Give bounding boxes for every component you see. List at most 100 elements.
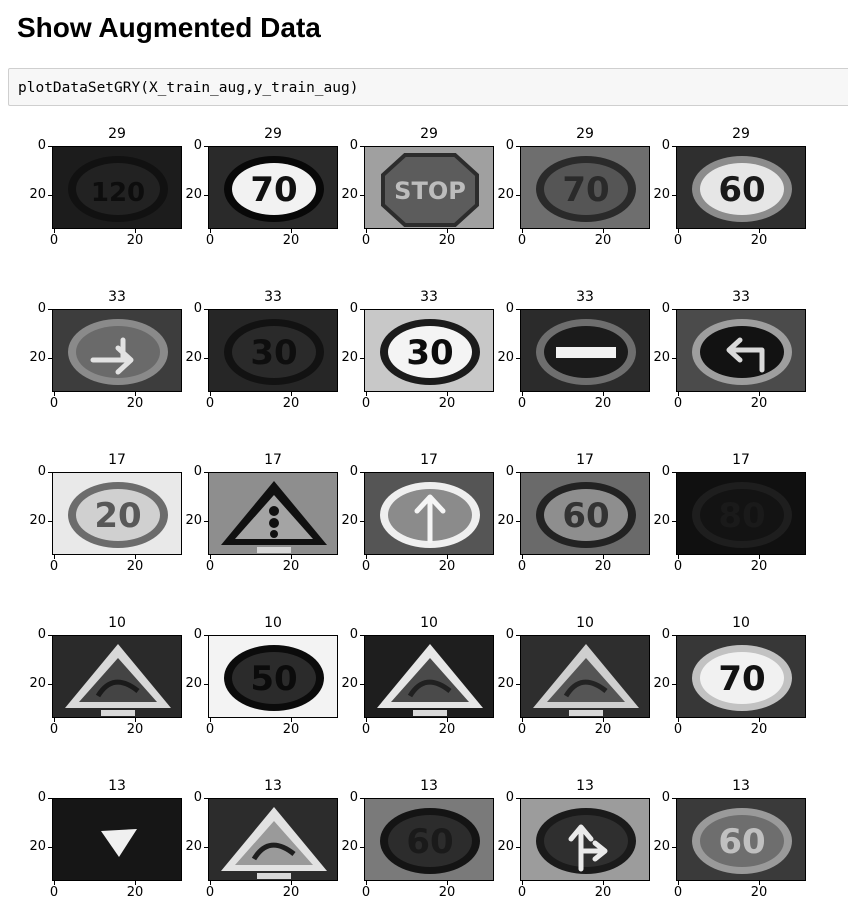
x-tick-mark (522, 392, 523, 396)
x-tick-mark (759, 229, 760, 233)
x-tick-label: 0 (49, 233, 59, 248)
y-tick-label: 20 (185, 676, 202, 691)
y-tick-mark (516, 847, 520, 848)
x-tick-mark (210, 718, 211, 722)
y-tick-mark (204, 684, 208, 685)
sign-image (53, 636, 181, 717)
x-tick-mark (522, 229, 523, 233)
y-tick-label: 20 (185, 187, 202, 202)
y-tick-label: 0 (37, 627, 46, 642)
y-tick-mark (360, 847, 364, 848)
y-tick-mark (516, 195, 520, 196)
x-tick-label: 20 (282, 722, 300, 737)
x-tick-label: 20 (126, 233, 144, 248)
x-tick-mark (522, 718, 523, 722)
x-tick-label: 0 (517, 233, 527, 248)
x-tick-mark (366, 392, 367, 396)
x-tick-mark (54, 229, 55, 233)
y-tick-mark (48, 847, 52, 848)
y-tick-mark (516, 472, 520, 473)
y-tick-mark (672, 472, 676, 473)
y-tick-label: 0 (661, 301, 670, 316)
y-tick-label: 0 (349, 138, 358, 153)
x-tick-mark (678, 881, 679, 885)
y-tick-mark (48, 798, 52, 799)
y-tick-label: 0 (505, 627, 514, 642)
x-tick-label: 0 (673, 722, 683, 737)
x-tick-mark (678, 555, 679, 559)
x-tick-label: 20 (750, 396, 768, 411)
svg-text:30: 30 (406, 333, 453, 373)
y-tick-label: 0 (505, 301, 514, 316)
x-tick-label: 0 (49, 885, 59, 900)
y-tick-label: 20 (653, 839, 670, 854)
subplot-title: 13 (576, 778, 594, 794)
svg-text:120: 120 (91, 178, 145, 208)
x-tick-label: 20 (750, 722, 768, 737)
y-tick-label: 20 (341, 676, 358, 691)
subplot-image: 80 (676, 472, 806, 555)
x-tick-label: 0 (49, 396, 59, 411)
svg-text:60: 60 (718, 170, 765, 210)
y-tick-mark (672, 146, 676, 147)
y-tick-mark (204, 195, 208, 196)
y-tick-mark (672, 798, 676, 799)
subplot-image (520, 635, 650, 718)
y-tick-mark (204, 798, 208, 799)
y-tick-mark (48, 472, 52, 473)
y-tick-label: 20 (341, 839, 358, 854)
sign-image: 70 (521, 147, 649, 228)
y-tick-label: 0 (37, 464, 46, 479)
code-cell[interactable]: plotDataSetGRY(X_train_aug,y_train_aug) (8, 68, 848, 106)
y-tick-label: 0 (505, 464, 514, 479)
sign-image: 30 (365, 310, 493, 391)
y-tick-mark (204, 358, 208, 359)
subplot-image (676, 309, 806, 392)
x-tick-label: 0 (673, 396, 683, 411)
sign-image (521, 310, 649, 391)
x-tick-label: 20 (594, 885, 612, 900)
y-tick-mark (672, 309, 676, 310)
x-tick-mark (603, 392, 604, 396)
y-tick-label: 0 (661, 138, 670, 153)
sign-image: 80 (677, 473, 805, 554)
y-tick-mark (48, 309, 52, 310)
y-tick-label: 20 (341, 187, 358, 202)
y-tick-mark (672, 684, 676, 685)
y-tick-mark (204, 146, 208, 147)
y-tick-label: 20 (497, 676, 514, 691)
x-tick-mark (210, 229, 211, 233)
y-tick-label: 20 (653, 676, 670, 691)
x-tick-label: 20 (126, 722, 144, 737)
x-tick-mark (522, 881, 523, 885)
subplot-title: 10 (576, 615, 594, 631)
x-tick-label: 0 (517, 559, 527, 574)
y-tick-mark (48, 684, 52, 685)
code-cell-source: plotDataSetGRY(X_train_aug,y_train_aug) (18, 80, 359, 96)
subplot-image: 20 (52, 472, 182, 555)
x-tick-mark (447, 392, 448, 396)
subplot-image: 70 (676, 635, 806, 718)
x-tick-mark (135, 555, 136, 559)
y-tick-mark (204, 309, 208, 310)
subplot-title: 17 (108, 452, 126, 468)
x-tick-label: 20 (438, 722, 456, 737)
y-tick-mark (204, 472, 208, 473)
sign-image (521, 799, 649, 880)
y-tick-label: 0 (193, 627, 202, 642)
sign-image: 60 (365, 799, 493, 880)
x-tick-mark (291, 881, 292, 885)
y-tick-label: 20 (653, 187, 670, 202)
x-tick-mark (759, 392, 760, 396)
y-tick-mark (516, 798, 520, 799)
y-tick-mark (360, 146, 364, 147)
y-tick-mark (48, 358, 52, 359)
y-tick-label: 20 (29, 513, 46, 528)
sign-image: 20 (53, 473, 181, 554)
x-tick-mark (54, 718, 55, 722)
x-tick-label: 20 (750, 885, 768, 900)
y-tick-label: 20 (653, 513, 670, 528)
x-tick-label: 20 (594, 396, 612, 411)
x-tick-mark (759, 718, 760, 722)
y-tick-label: 0 (661, 627, 670, 642)
